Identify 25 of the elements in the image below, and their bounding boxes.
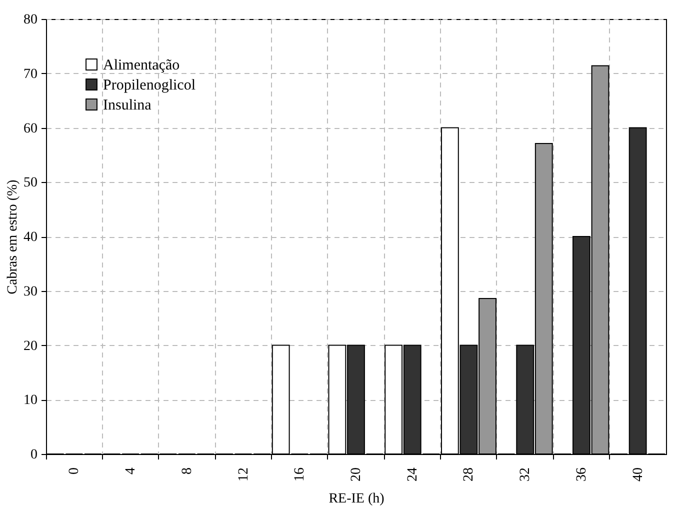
y-tick-label: 40 [24,230,38,245]
x-tick-label: 28 [462,468,477,482]
x-tick-label: 12 [236,468,252,482]
x-tick-label: 36 [574,468,590,482]
legend-label: Propilenoglicol [103,78,196,94]
y-tick-label: 30 [24,284,38,300]
x-tick-label: 40 [630,468,646,482]
y-tick-label: 50 [24,176,38,191]
x-tick-label: 8 [180,468,195,474]
x-tick-label: 16 [292,468,308,482]
legend-label: Insulina [103,98,152,114]
y-tick-label: 10 [24,393,38,408]
x-tick-label: 0 [67,468,82,474]
y-tick-label: 20 [24,338,38,354]
y-tick-label: 60 [24,121,38,136]
y-axis-title: Cabras em estro (%) [6,179,20,294]
legend-label: Alimentação [103,58,180,74]
x-tick-label: 24 [405,468,420,482]
x-tick-label: 4 [124,468,139,474]
x-tick-label: 20 [349,468,364,482]
y-tick-label: 80 [24,12,38,28]
y-tick-label: 0 [30,448,38,462]
x-tick-label: 32 [518,468,534,482]
x-axis-title: RE-IE (h) [328,492,385,506]
y-tick-label: 70 [24,66,38,82]
